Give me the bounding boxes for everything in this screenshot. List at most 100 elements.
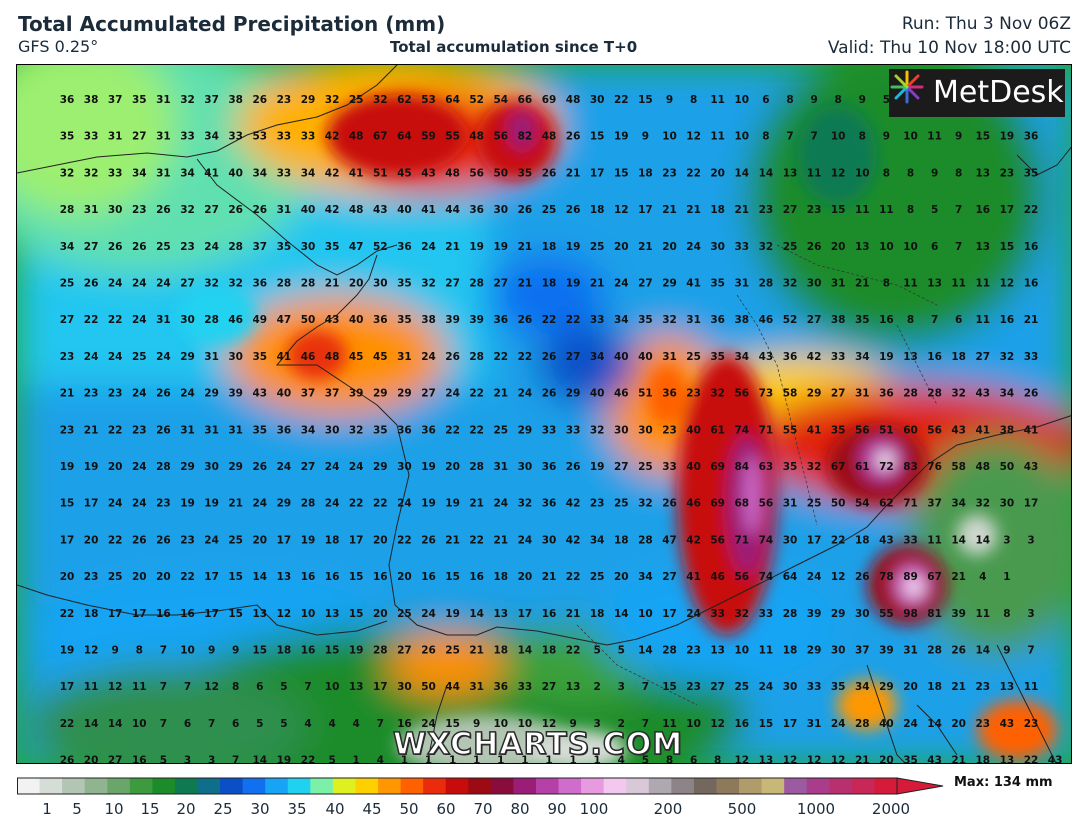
grid-value: 9 bbox=[859, 94, 866, 106]
grid-value: 14 bbox=[469, 608, 484, 620]
grid-value: 23 bbox=[108, 388, 123, 400]
grid-value: 27 bbox=[397, 645, 412, 657]
grid-value: 43 bbox=[1024, 461, 1039, 473]
grid-value: 39 bbox=[228, 388, 243, 400]
grid-value: 42 bbox=[566, 498, 581, 510]
grid-value: 12 bbox=[783, 755, 798, 764]
grid-value: 15 bbox=[445, 571, 460, 583]
grid-value: 3 bbox=[184, 755, 191, 764]
grid-value: 8 bbox=[666, 755, 673, 764]
grid-value: 19 bbox=[566, 241, 581, 253]
grid-value: 27 bbox=[180, 278, 195, 290]
grid-value: 33 bbox=[108, 167, 123, 179]
grid-value: 30 bbox=[301, 241, 316, 253]
colorbar-cell bbox=[851, 778, 875, 794]
grid-value: 23 bbox=[662, 424, 677, 436]
grid-value: 36 bbox=[469, 204, 484, 216]
grid-value: 23 bbox=[807, 204, 822, 216]
grid-value: 28 bbox=[469, 461, 484, 473]
grid-value: 26 bbox=[132, 534, 147, 546]
grid-value: 26 bbox=[156, 204, 171, 216]
grid-value: 22 bbox=[493, 351, 508, 363]
grid-value: 17 bbox=[132, 608, 147, 620]
grid-value: 29 bbox=[397, 388, 412, 400]
grid-value: 42 bbox=[325, 204, 340, 216]
grid-value: 22 bbox=[831, 534, 846, 546]
grid-value: 24 bbox=[421, 241, 436, 253]
grid-value: 2 bbox=[594, 681, 601, 693]
colorbar-cell bbox=[265, 778, 289, 794]
grid-value: 5 bbox=[642, 755, 649, 764]
grid-value: 52 bbox=[469, 94, 484, 106]
grid-value: 1 bbox=[545, 755, 552, 764]
grid-value: 1 bbox=[569, 755, 576, 764]
grid-value: 11 bbox=[84, 681, 99, 693]
grid-value: 35 bbox=[325, 241, 340, 253]
colorbar-cell bbox=[671, 778, 695, 794]
grid-value: 31 bbox=[228, 424, 243, 436]
grid-value: 24 bbox=[903, 718, 918, 730]
grid-value: 21 bbox=[734, 204, 749, 216]
grid-value: 23 bbox=[60, 351, 75, 363]
grid-value: 9 bbox=[883, 131, 890, 143]
grid-value: 32 bbox=[518, 498, 533, 510]
colorbar bbox=[17, 777, 944, 795]
grid-value: 8 bbox=[859, 131, 866, 143]
grid-value: 7 bbox=[931, 314, 938, 326]
grid-value: 16 bbox=[1024, 241, 1039, 253]
grid-value: 15 bbox=[228, 571, 243, 583]
grid-value: 68 bbox=[734, 498, 749, 510]
grid-value: 22 bbox=[108, 534, 123, 546]
grid-value: 22 bbox=[397, 534, 412, 546]
precipitation-map[interactable]: 36 38 37 35 31 32 37 38 26 23 29 32 25 32 62 53 64 52 54 66… bbox=[16, 64, 1072, 764]
grid-value: 34 bbox=[301, 424, 316, 436]
grid-value: 19 bbox=[1000, 131, 1015, 143]
grid-value: 24 bbox=[759, 681, 774, 693]
grid-value: 24 bbox=[108, 278, 123, 290]
grid-value: 4 bbox=[328, 718, 335, 730]
grid-value: 40 bbox=[638, 351, 653, 363]
grid-value: 25 bbox=[60, 278, 75, 290]
grid-value: 23 bbox=[975, 718, 990, 730]
grid-value: 43 bbox=[927, 755, 942, 764]
grid-value: 35 bbox=[252, 351, 267, 363]
grid-value: 14 bbox=[84, 718, 99, 730]
grid-value: 56 bbox=[927, 424, 942, 436]
grid-value: 12 bbox=[734, 755, 749, 764]
grid-value: 31 bbox=[734, 278, 749, 290]
grid-value: 7 bbox=[810, 131, 817, 143]
colorbar-tick-label: 35 bbox=[287, 800, 307, 818]
grid-value: 17 bbox=[204, 571, 219, 583]
grid-value: 19 bbox=[421, 498, 436, 510]
grid-value: 31 bbox=[108, 131, 123, 143]
colorbar-tick-label: 80 bbox=[510, 800, 530, 818]
grid-value: 13 bbox=[1000, 755, 1015, 764]
colorbar-tick-label: 5 bbox=[72, 800, 82, 818]
colorbar-cell bbox=[220, 778, 244, 794]
grid-value: 56 bbox=[759, 498, 774, 510]
grid-value: 31 bbox=[204, 351, 219, 363]
grid-value: 32 bbox=[421, 278, 436, 290]
grid-value: 26 bbox=[542, 167, 557, 179]
grid-value: 33 bbox=[903, 534, 918, 546]
colorbar-tick-label: 10 bbox=[104, 800, 124, 818]
grid-value: 31 bbox=[156, 94, 171, 106]
grid-value: 25 bbox=[156, 241, 171, 253]
grid-value: 24 bbox=[807, 571, 822, 583]
grid-value: 25 bbox=[590, 571, 605, 583]
grid-value: 2 bbox=[618, 718, 625, 730]
colorbar-cell bbox=[400, 778, 424, 794]
colorbar-tick-label: 60 bbox=[436, 800, 456, 818]
grid-value: 74 bbox=[734, 424, 749, 436]
grid-value: 30 bbox=[108, 204, 123, 216]
grid-value: 36 bbox=[710, 314, 725, 326]
grid-value: 39 bbox=[951, 608, 966, 620]
grid-value: 22 bbox=[469, 388, 484, 400]
grid-value: 24 bbox=[614, 278, 629, 290]
grid-value: 28 bbox=[662, 645, 677, 657]
grid-value: 36 bbox=[493, 681, 508, 693]
grid-value: 30 bbox=[783, 534, 798, 546]
grid-value: 46 bbox=[686, 498, 701, 510]
grid-value: 1 bbox=[425, 755, 432, 764]
grid-value: 8 bbox=[835, 94, 842, 106]
